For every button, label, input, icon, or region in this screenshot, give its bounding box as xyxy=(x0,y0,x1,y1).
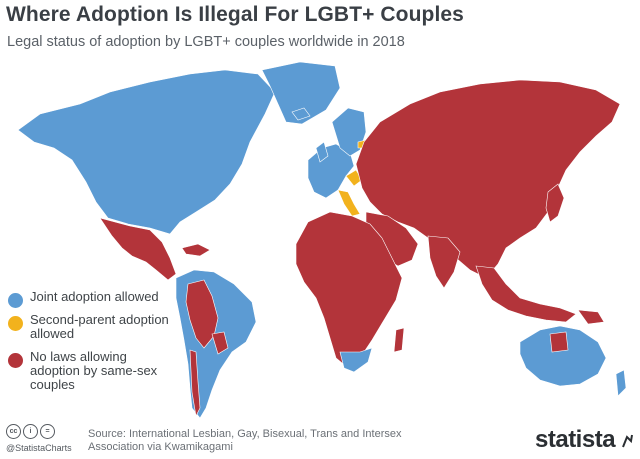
region-caribbean xyxy=(181,243,211,257)
legend-label: Joint adoption allowed xyxy=(30,289,159,304)
region-south-america-none xyxy=(185,279,219,349)
region-italy xyxy=(337,189,361,217)
page-title: Where Adoption Is Illegal For LGBT+ Coup… xyxy=(6,3,464,26)
region-africa xyxy=(295,211,403,369)
license-icons: cc i = xyxy=(6,424,57,440)
social-handle: @StatistaCharts xyxy=(6,443,72,453)
region-australia xyxy=(519,325,607,387)
region-greenland xyxy=(261,61,341,125)
region-iceland xyxy=(291,107,311,121)
brand-logo: statista xyxy=(535,426,616,453)
cc-icon: cc xyxy=(6,424,21,439)
legend-swatch-none xyxy=(8,353,23,368)
page-subtitle: Legal status of adoption by LGBT+ couple… xyxy=(7,34,405,50)
legend-label: No laws allowing adoption by same-sex co… xyxy=(30,349,158,392)
region-southeast-asia xyxy=(475,265,577,323)
region-paraguay xyxy=(211,331,229,355)
region-india xyxy=(427,235,461,289)
region-new-zealand xyxy=(615,369,627,397)
world-map xyxy=(17,61,627,419)
legend-swatch-joint xyxy=(8,293,23,308)
region-south-africa xyxy=(339,347,373,373)
legend-label: Second-parent adoption allowed xyxy=(30,312,169,341)
region-uk xyxy=(315,141,329,163)
region-madagascar xyxy=(393,327,405,353)
legend: Joint adoption allowed Second-parent adop… xyxy=(6,290,171,401)
region-chile xyxy=(189,349,201,417)
footer: cc i = @StatistaCharts Source: Internation… xyxy=(0,418,640,459)
legend-item-none: No laws allowing adoption by same-sex co… xyxy=(6,350,171,392)
source-note: Source: International Lesbian, Gay, Bise… xyxy=(88,428,402,453)
region-north-america xyxy=(17,69,276,235)
legend-item-joint: Joint adoption allowed xyxy=(6,289,171,308)
attribution-icon: i xyxy=(23,424,38,439)
region-japan xyxy=(545,183,565,223)
legend-item-second-parent: Second-parent adoption allowed xyxy=(6,313,171,341)
legend-swatch-second-parent xyxy=(8,316,23,331)
statista-mark-icon xyxy=(622,434,633,448)
region-mexico-central-america xyxy=(99,217,177,281)
region-australia-north xyxy=(549,331,569,353)
equals-icon: = xyxy=(40,424,55,439)
region-papua xyxy=(577,309,605,325)
